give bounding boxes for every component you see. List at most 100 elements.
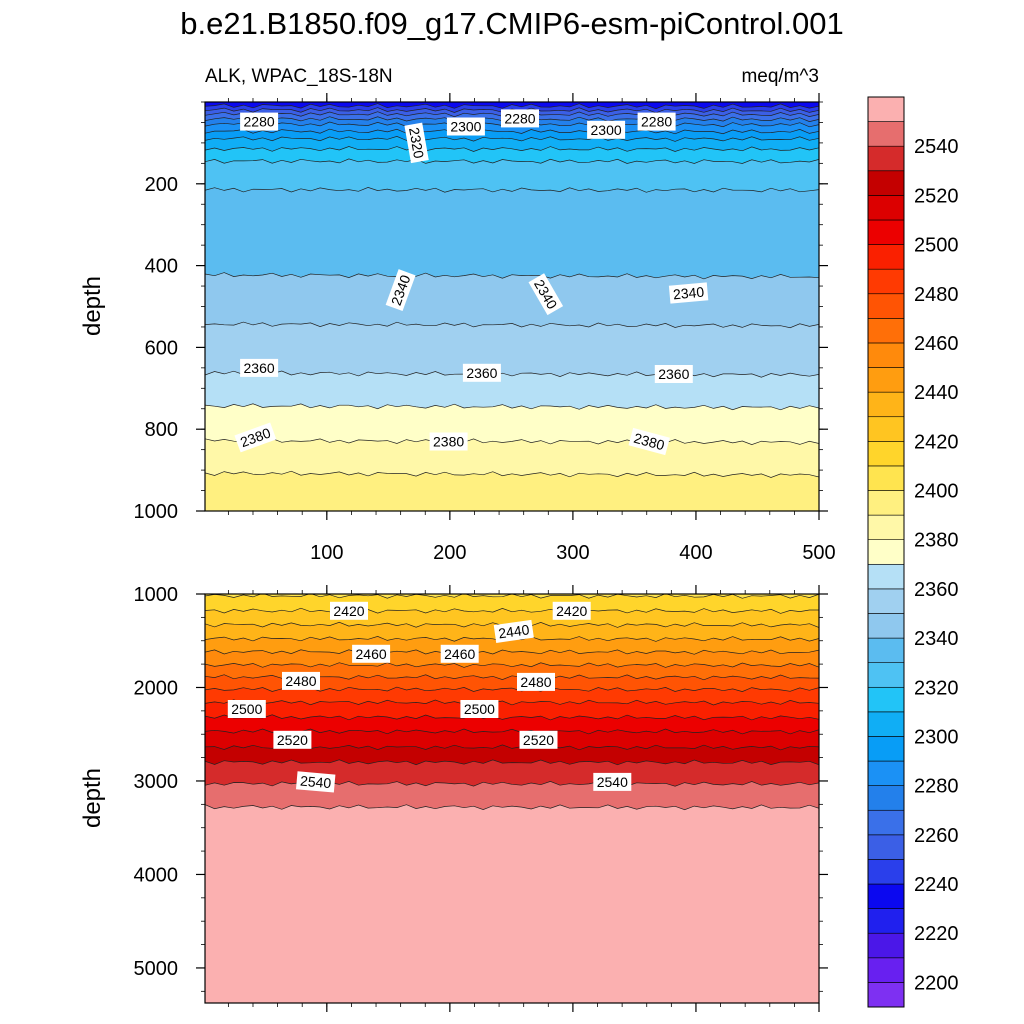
contour-label-text: 2520 bbox=[523, 732, 554, 748]
colorbar-swatch bbox=[867, 785, 905, 811]
colorbar-swatch bbox=[867, 809, 905, 836]
colorbar-swatch bbox=[867, 982, 905, 1008]
contour-label: 2300 bbox=[587, 120, 626, 139]
contour-line bbox=[205, 321, 819, 329]
contour-label-box bbox=[519, 730, 558, 749]
contour-line bbox=[205, 804, 819, 811]
colorbar-label: 2380 bbox=[914, 530, 959, 552]
colorbar-label: 2540 bbox=[914, 136, 959, 158]
contour-label: 2280 bbox=[240, 112, 279, 131]
colorbar-swatch bbox=[867, 957, 905, 983]
contour-label-text: 2380 bbox=[433, 434, 464, 450]
contour-label-text: 2460 bbox=[444, 646, 475, 662]
contour-label: 2540 bbox=[295, 771, 336, 793]
colorbar-swatch bbox=[867, 441, 905, 467]
contour-label-box bbox=[493, 619, 534, 643]
contour-label-box bbox=[429, 432, 468, 451]
contour-label: 2380 bbox=[628, 427, 670, 456]
contour-label-text: 2280 bbox=[641, 114, 672, 130]
colorbar-swatch bbox=[867, 613, 905, 639]
colorbar-label: 2200 bbox=[914, 972, 959, 994]
y-tick-label: 2000 bbox=[134, 677, 179, 699]
x-tick-label: 400 bbox=[679, 542, 712, 564]
contour-label-box bbox=[385, 269, 416, 312]
contour-label-box bbox=[227, 700, 266, 718]
contour-line bbox=[205, 107, 819, 114]
contour-label-box bbox=[273, 730, 312, 749]
colorbar-label: 2480 bbox=[914, 284, 959, 306]
contour-label: 2480 bbox=[282, 671, 320, 690]
contour-label-box bbox=[637, 112, 676, 131]
contour-label-box bbox=[240, 358, 279, 377]
contour-label-box bbox=[446, 117, 485, 136]
colorbar-label: 2320 bbox=[914, 677, 959, 699]
contour-label: 2340 bbox=[668, 282, 709, 304]
colorbar-swatch bbox=[867, 883, 905, 909]
contour-label: 2520 bbox=[273, 730, 312, 749]
contour-label-text: 2360 bbox=[244, 360, 275, 376]
colorbar-swatch bbox=[867, 760, 905, 786]
y-tick-label: 600 bbox=[145, 337, 178, 359]
colorbar-label: 2360 bbox=[914, 579, 959, 601]
contour-line bbox=[205, 403, 819, 411]
colorbar-frame bbox=[867, 96, 905, 1008]
colorbar-swatch bbox=[867, 96, 905, 122]
colorbar-swatch bbox=[867, 416, 905, 442]
contour-label: 2280 bbox=[637, 112, 676, 131]
colorbar-swatch bbox=[867, 588, 905, 614]
colorbar-label: 2280 bbox=[914, 776, 959, 798]
contour-label-text: 2300 bbox=[591, 122, 622, 138]
contour-label: 2480 bbox=[517, 672, 555, 691]
contour-label-text: 2340 bbox=[672, 284, 705, 303]
colorbar-swatch bbox=[867, 318, 905, 344]
contour-line bbox=[205, 128, 819, 135]
colorbar-label: 2400 bbox=[914, 481, 959, 503]
contour-label-box bbox=[460, 700, 499, 718]
colorbar-swatch bbox=[867, 711, 905, 737]
contour-line bbox=[205, 607, 819, 614]
contour-label-text: 2480 bbox=[285, 673, 316, 689]
contour-line bbox=[205, 470, 819, 478]
contour-label-box bbox=[528, 273, 564, 316]
upper-panel-axes: 200 400 600 800 1000 100 200 300 400 500 bbox=[134, 93, 836, 564]
contour-label-box bbox=[404, 122, 429, 164]
contour-label: 2500 bbox=[460, 700, 499, 718]
lower-panel-axes: 1000 2000 3000 4000 5000 bbox=[134, 584, 828, 1012]
contour-label: 2360 bbox=[240, 358, 279, 377]
colorbar-swatch bbox=[867, 662, 905, 688]
contour-label-box bbox=[552, 601, 591, 620]
x-tick-label: 100 bbox=[310, 542, 343, 564]
colorbar-label: 2260 bbox=[914, 825, 959, 847]
contour-label-box bbox=[462, 363, 501, 382]
contour-label-text: 2300 bbox=[450, 119, 481, 135]
contour-line bbox=[205, 714, 819, 721]
contour-label-text: 2280 bbox=[244, 114, 275, 130]
x-tick-label: 300 bbox=[556, 542, 589, 564]
colorbar-swatch bbox=[867, 908, 905, 934]
y-tick-label: 5000 bbox=[134, 958, 179, 980]
contour-label-box bbox=[587, 120, 626, 139]
colorbar-swatch bbox=[867, 932, 905, 959]
contour-label-box bbox=[295, 771, 336, 793]
contour-label-box bbox=[501, 109, 539, 128]
colorbar-swatch bbox=[867, 637, 905, 663]
contour-label-text: 2280 bbox=[504, 110, 535, 126]
contour-line bbox=[205, 158, 819, 164]
contour-label-box bbox=[593, 772, 632, 791]
contour-line bbox=[205, 728, 819, 735]
colorbar-swatch bbox=[867, 145, 905, 172]
colorbar-swatch bbox=[867, 490, 905, 516]
contour-line bbox=[205, 272, 819, 280]
colorbar-label: 2420 bbox=[914, 431, 959, 453]
contour-line bbox=[205, 103, 819, 110]
colorbar-swatch bbox=[867, 342, 905, 368]
contour-label: 2500 bbox=[227, 700, 266, 718]
colorbar-swatch bbox=[867, 736, 905, 762]
contour-line bbox=[205, 438, 819, 445]
lower-y-axis-label: depth bbox=[79, 768, 106, 828]
contour-label: 2460 bbox=[440, 644, 479, 663]
contour-line bbox=[205, 699, 819, 706]
contour-label-text: 2380 bbox=[632, 430, 666, 454]
y-tick-label: 1000 bbox=[134, 584, 179, 606]
